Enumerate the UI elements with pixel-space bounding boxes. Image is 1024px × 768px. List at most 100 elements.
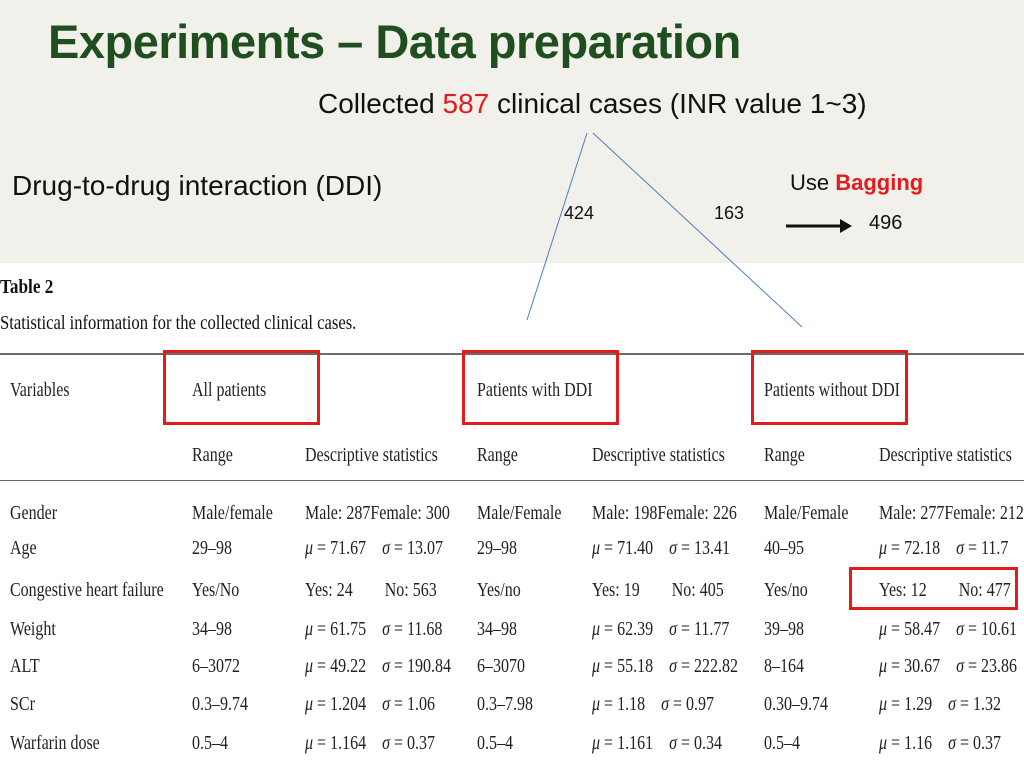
equals: =: [600, 732, 618, 754]
mu-value: 1.29: [904, 693, 933, 715]
variable-cell: Congestive heart failure: [10, 579, 164, 601]
stat-cell: μ = 1.204 σ = 1.06: [305, 692, 435, 716]
equals: =: [676, 732, 694, 754]
equals: =: [887, 655, 905, 677]
stat-cell: Male: 287Female: 300: [305, 502, 450, 524]
ddi-label: Drug-to-drug interaction (DDI): [12, 170, 383, 201]
header-range: Range: [477, 444, 518, 466]
equals: =: [389, 655, 407, 677]
mu-value: 62.39: [617, 618, 654, 640]
mu-value: 49.22: [330, 655, 367, 677]
gap: [366, 732, 382, 754]
sigma-value: 1.06: [406, 693, 435, 715]
table-top-rule: [0, 353, 1024, 355]
range-cell: 0.5–4: [192, 732, 228, 754]
mu-value: 71.40: [617, 537, 654, 559]
gap: [940, 618, 956, 640]
equals: =: [313, 655, 331, 677]
equals: =: [887, 732, 905, 754]
mu-symbol: μ: [879, 693, 888, 715]
sigma-value: 10.61: [980, 618, 1017, 640]
mu-value: 1.18: [617, 693, 646, 715]
variable-cell: Weight: [10, 618, 56, 640]
highlight-no-ddi-chf: [849, 567, 1018, 610]
table-heading: Table 2: [0, 276, 54, 298]
gap: [366, 618, 382, 640]
range-cell: 29–98: [192, 537, 232, 559]
sigma-value: 222.82: [693, 655, 738, 677]
mu-symbol: μ: [305, 732, 314, 754]
sigma-value: 0.97: [685, 693, 714, 715]
equals: =: [600, 537, 618, 559]
gap: [653, 618, 669, 640]
collected-cases-text: Collected 587 clinical cases (INR value …: [318, 88, 867, 120]
stat-cell: Male: 277Female: 212: [879, 502, 1024, 524]
yes-count: Yes: 12: [879, 579, 927, 601]
range-cell: 34–98: [477, 618, 517, 640]
mu-symbol: μ: [879, 537, 888, 559]
equals: =: [668, 693, 686, 715]
range-cell: 6–3070: [477, 655, 525, 677]
equals: =: [676, 537, 694, 559]
equals: =: [389, 693, 407, 715]
gap: [932, 693, 948, 715]
yes-count: Yes: 24: [305, 579, 353, 601]
range-cell: 34–98: [192, 618, 232, 640]
variable-cell: ALT: [10, 655, 40, 677]
mu-value: 30.67: [904, 655, 941, 677]
range-cell: 0.3–7.98: [477, 693, 533, 715]
header-range: Range: [192, 444, 233, 466]
bagging-method: Bagging: [835, 170, 924, 195]
range-cell: 8–164: [764, 655, 804, 677]
header-patients-with-ddi: Patients with DDI: [477, 379, 593, 401]
variable-cell: Gender: [10, 502, 58, 524]
sigma-value: 1.32: [972, 693, 1001, 715]
equals: =: [955, 693, 973, 715]
stat-cell: Male: 198Female: 226: [592, 502, 737, 524]
equals: =: [313, 537, 331, 559]
gap: [932, 732, 948, 754]
stat-cell: μ = 1.18 σ = 0.97: [592, 692, 714, 716]
mu-value: 1.164: [330, 732, 367, 754]
equals: =: [676, 618, 694, 640]
equals: =: [389, 618, 407, 640]
stat-cell: μ = 72.18 σ = 11.7: [879, 536, 1008, 560]
range-cell: 39–98: [764, 618, 804, 640]
sigma-symbol: σ: [382, 732, 390, 754]
gap: [366, 655, 382, 677]
mu-symbol: μ: [592, 732, 601, 754]
slide-title: Experiments – Data preparation: [48, 15, 741, 68]
sigma-symbol: σ: [948, 732, 956, 754]
sigma-symbol: σ: [382, 693, 390, 715]
header-descriptive: Descriptive statistics: [305, 444, 438, 466]
sigma-value: 13.07: [406, 537, 443, 559]
use-bagging-text: Use Bagging: [790, 170, 923, 196]
sigma-value: 23.86: [980, 655, 1017, 677]
gap: [653, 732, 669, 754]
equals: =: [963, 618, 981, 640]
header-variables: Variables: [10, 379, 70, 401]
mu-symbol: μ: [592, 655, 601, 677]
equals: =: [389, 537, 407, 559]
stat-cell: μ = 1.29 σ = 1.32: [879, 692, 1001, 716]
equals: =: [600, 655, 618, 677]
range-cell: 29–98: [477, 537, 517, 559]
sigma-value: 11.7: [980, 537, 1009, 559]
sigma-symbol: σ: [669, 618, 677, 640]
sigma-value: 11.68: [406, 618, 443, 640]
mu-symbol: μ: [592, 618, 601, 640]
equals: =: [955, 732, 973, 754]
range-cell: 6–3072: [192, 655, 240, 677]
without-ddi-count: 163: [714, 203, 745, 223]
sigma-symbol: σ: [382, 537, 390, 559]
gap: [653, 655, 669, 677]
table-caption: Statistical information for the collecte…: [0, 312, 357, 334]
gap: [653, 537, 669, 559]
sigma-symbol: σ: [669, 655, 677, 677]
mu-symbol: μ: [592, 693, 601, 715]
stat-cell: Yes: 24 No: 563: [305, 578, 437, 602]
stat-cell: μ = 49.22 σ = 190.84: [305, 654, 451, 678]
equals: =: [887, 618, 905, 640]
slide-header-band: [0, 0, 1024, 263]
header-descriptive: Descriptive statistics: [592, 444, 725, 466]
